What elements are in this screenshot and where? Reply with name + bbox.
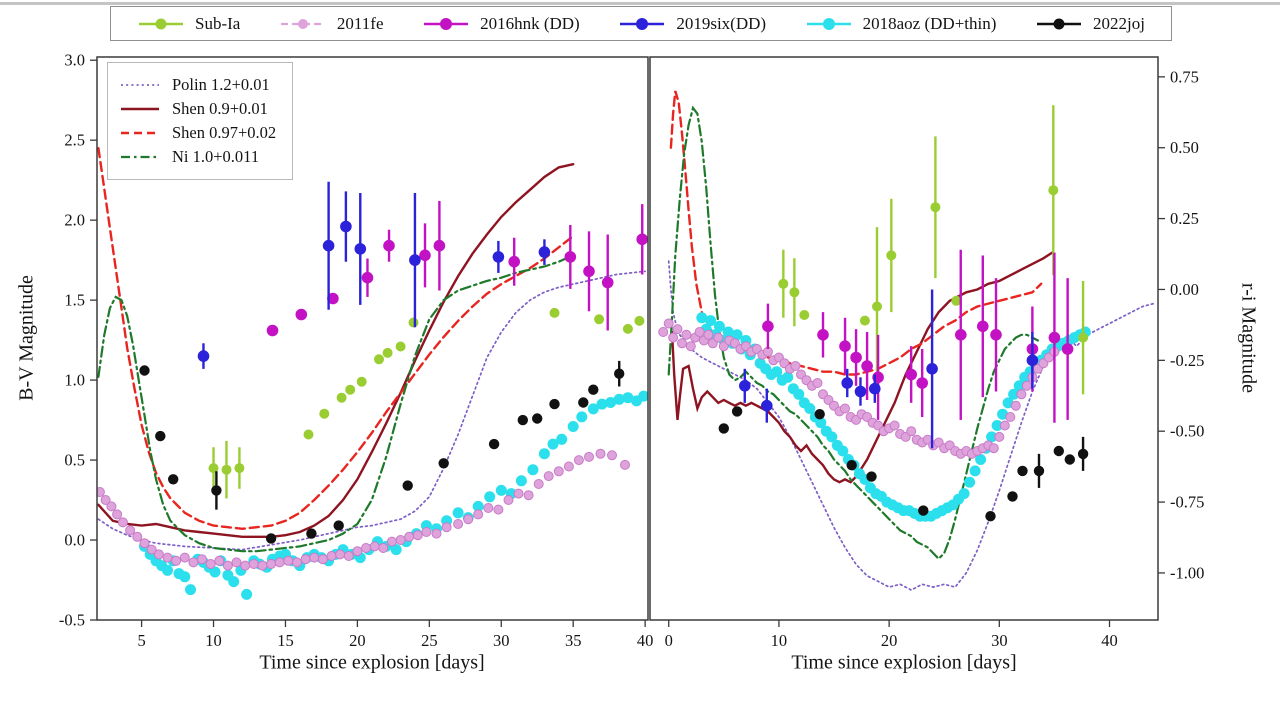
- model-line-polin-ri: [667, 260, 1155, 591]
- series-subia-ri: [778, 105, 1089, 395]
- legend-marker-2011fe: [280, 18, 325, 29]
- series-2022joj-bv: [139, 360, 625, 544]
- frame-top-line: [0, 2, 1280, 5]
- series-2016hnk-ri: [762, 249, 1074, 423]
- legend-item-2011fe: 2011fe: [279, 14, 384, 34]
- model-line-sample-dashdot: [121, 155, 159, 159]
- svg-text:2.0: 2.0: [64, 211, 85, 230]
- model-line-shen09-bv: [97, 163, 575, 538]
- svg-text:20: 20: [349, 631, 366, 650]
- legend-label: 2011fe: [336, 13, 384, 33]
- legend-item-2022joj: 2022joj: [1035, 14, 1145, 34]
- model-legend-label: Shen 0.9+0.01: [172, 99, 268, 118]
- model-line-sample-dashed: [121, 131, 159, 135]
- model-legend-label: Ni 1.0+0.011: [172, 147, 260, 166]
- svg-text:30: 30: [493, 631, 510, 650]
- svg-text:0.00: 0.00: [1170, 280, 1199, 299]
- panel-border-ri: [649, 56, 1159, 621]
- svg-text:0.5: 0.5: [64, 451, 85, 470]
- legend-item-subia: Sub-Ia: [137, 14, 240, 34]
- svg-text:0.25: 0.25: [1170, 209, 1199, 228]
- legend-marker-2016hnk: [424, 17, 469, 30]
- model-legend-item-polin: Polin 1.2+0.01: [120, 75, 276, 95]
- legend-item-2018aoz: 2018aoz (DD+thin): [805, 13, 997, 34]
- model-line-sample-solid: [121, 107, 159, 111]
- x-axis-title-left: Time since explosion [days]: [259, 651, 485, 674]
- legend-label: Sub-Ia: [195, 13, 241, 33]
- svg-text:20: 20: [881, 631, 898, 650]
- model-legend: Polin 1.2+0.01 Shen 0.9+0.01 Shen 0.97+0…: [107, 62, 294, 180]
- svg-text:-0.5: -0.5: [59, 611, 85, 630]
- svg-text:0: 0: [665, 631, 673, 650]
- legend-marker-2018aoz: [806, 17, 851, 30]
- series-2019six-bv: [197, 181, 551, 369]
- model-legend-label: Shen 0.97+0.02: [172, 123, 277, 142]
- supernova-legend: Sub-Ia 2011fe 2016hnk (DD) 2019six(DD): [110, 6, 1172, 41]
- series-2019six-ri: [739, 289, 1039, 449]
- panel-ri: 0 10 20 30 40 0.75 0.50 0.25 0.00 -0.25 -0.50 -0.75…: [649, 56, 1205, 650]
- svg-text:35: 35: [565, 631, 582, 650]
- legend-marker-2019six: [620, 17, 665, 30]
- legend-label: 2018aoz (DD+thin): [862, 13, 997, 33]
- svg-text:30: 30: [991, 631, 1008, 650]
- model-legend-item-ni: Ni 1.0+0.011: [120, 147, 276, 167]
- legend-marker-subia: [139, 18, 183, 29]
- svg-text:5: 5: [137, 631, 145, 650]
- model-line-polin-bv: [97, 270, 646, 551]
- svg-text:1.5: 1.5: [64, 291, 85, 310]
- svg-text:1.0: 1.0: [64, 371, 85, 390]
- model-line-sample-dotted: [121, 84, 159, 86]
- svg-text:15: 15: [277, 631, 294, 650]
- axis-tick-labels-bv: 5 10 15 20 25 30 35 40 3.0 2.5 2.0 1.5 1.0 0.5 0.0 -0.5: [59, 51, 653, 650]
- model-line-shen09-ri: [670, 251, 1054, 484]
- model-line-shen097-bv: [97, 147, 575, 531]
- svg-text:0.50: 0.50: [1170, 138, 1199, 157]
- svg-text:0.0: 0.0: [64, 531, 85, 550]
- svg-text:-0.50: -0.50: [1170, 422, 1204, 441]
- svg-text:3.0: 3.0: [64, 51, 85, 70]
- svg-text:40: 40: [1101, 631, 1118, 650]
- axis-ticks-ri: [668, 76, 1165, 627]
- panel-border-bv: [96, 56, 649, 621]
- series-2011fe-ri: [658, 318, 1060, 459]
- svg-text:0.75: 0.75: [1170, 67, 1199, 86]
- panel-bv: 5 10 15 20 25 30 35 40 3.0 2.5 2.0 1.5 1.0 0.5 0.0 -0.5: [59, 51, 653, 650]
- svg-text:25: 25: [421, 631, 438, 650]
- model-line-shen097-ri: [669, 90, 1043, 376]
- series-subia-bv: [208, 307, 645, 499]
- legend-label: 2022joj: [1093, 13, 1145, 33]
- legend-label: 2019six(DD): [676, 13, 767, 33]
- series-2022joj-ri: [718, 406, 1089, 522]
- svg-text:-1.00: -1.00: [1170, 563, 1204, 582]
- model-legend-item-shen-0.9: Shen 0.9+0.01: [120, 99, 276, 119]
- x-axis-title-right: Time since explosion [days]: [791, 651, 1017, 674]
- svg-text:2.5: 2.5: [64, 131, 85, 150]
- legend-item-2016hnk: 2016hnk (DD): [422, 14, 580, 34]
- model-line-ni-bv: [97, 254, 575, 553]
- svg-text:10: 10: [771, 631, 788, 650]
- model-line-ni-ri: [667, 105, 1039, 561]
- axis-ticks-bv: [90, 59, 646, 627]
- svg-text:10: 10: [205, 631, 222, 650]
- model-legend-item-shen-0.97: Shen 0.97+0.02: [120, 123, 276, 143]
- legend-marker-2022joj: [1037, 18, 1081, 29]
- axis-tick-labels-ri: 0 10 20 30 40 0.75 0.50 0.25 0.00 -0.25 -0.50 -0.75…: [665, 67, 1205, 650]
- svg-text:40: 40: [637, 631, 654, 650]
- series-2011fe-bv: [97, 448, 630, 571]
- svg-text:-0.75: -0.75: [1170, 493, 1204, 512]
- svg-text:-0.25: -0.25: [1170, 351, 1204, 370]
- model-legend-label: Polin 1.2+0.01: [172, 75, 270, 94]
- legend-label: 2016hnk (DD): [480, 13, 580, 33]
- legend-item-2019six: 2019six(DD): [618, 14, 766, 34]
- series-2016hnk-bv: [266, 200, 648, 337]
